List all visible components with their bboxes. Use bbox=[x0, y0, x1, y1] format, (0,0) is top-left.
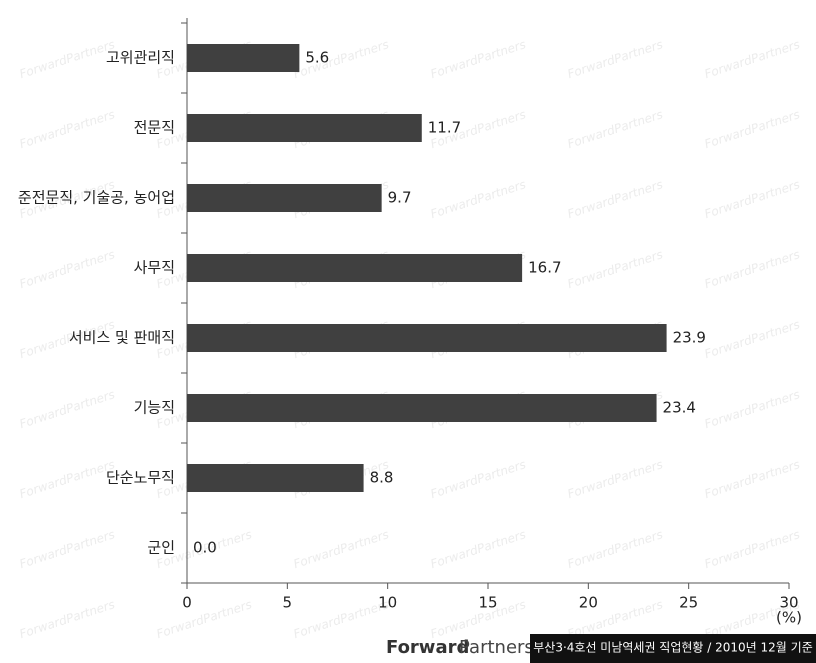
watermark: ForwardPartners bbox=[703, 247, 802, 291]
caption-box bbox=[530, 634, 816, 663]
watermark: ForwardPartners bbox=[566, 37, 665, 81]
watermark: ForwardPartners bbox=[429, 37, 528, 81]
x-tick-label: 30 bbox=[779, 594, 798, 612]
watermark: ForwardPartners bbox=[18, 527, 117, 571]
bar bbox=[187, 254, 523, 282]
watermark: ForwardPartners bbox=[566, 247, 665, 291]
watermark: ForwardPartners bbox=[429, 527, 528, 571]
watermark: ForwardPartners bbox=[703, 387, 802, 431]
y-tick-label: 기능직 bbox=[134, 399, 175, 417]
watermark: ForwardPartners bbox=[18, 37, 117, 81]
y-tick-label: 서비스 및 판매직 bbox=[69, 329, 175, 347]
value-label: 16.7 bbox=[528, 259, 561, 277]
bar bbox=[187, 324, 667, 352]
watermark: ForwardPartners bbox=[18, 387, 117, 431]
value-label: 8.8 bbox=[370, 469, 394, 487]
watermark: ForwardPartners bbox=[292, 527, 391, 571]
watermark: ForwardPartners bbox=[566, 177, 665, 221]
value-label: 11.7 bbox=[428, 119, 461, 137]
y-tick-label: 사무직 bbox=[134, 259, 175, 277]
watermark: ForwardPartners bbox=[18, 247, 117, 291]
watermark: ForwardPartners bbox=[703, 107, 802, 151]
x-tick-label: 20 bbox=[579, 594, 598, 612]
value-label: 0.0 bbox=[193, 539, 217, 557]
x-tick-label: 0 bbox=[182, 594, 192, 612]
watermark: ForwardPartners bbox=[429, 177, 528, 221]
value-label: 9.7 bbox=[388, 189, 412, 207]
bar bbox=[187, 464, 364, 492]
watermark: ForwardPartners bbox=[18, 107, 117, 151]
bar bbox=[187, 114, 422, 142]
x-tick-label: 15 bbox=[478, 594, 497, 612]
watermark: ForwardPartners bbox=[566, 107, 665, 151]
watermark: ForwardPartners bbox=[155, 597, 254, 641]
watermark: ForwardPartners bbox=[292, 597, 391, 641]
watermark: ForwardPartners bbox=[703, 457, 802, 501]
watermark: ForwardPartners bbox=[703, 177, 802, 221]
x-unit: (%) bbox=[776, 609, 802, 627]
watermark: ForwardPartners bbox=[18, 597, 117, 641]
y-tick-label: 군인 bbox=[147, 539, 175, 557]
bar bbox=[187, 44, 300, 72]
bar bbox=[187, 184, 382, 212]
watermark: ForwardPartners bbox=[18, 457, 117, 501]
value-label: 23.4 bbox=[663, 399, 696, 417]
x-tick-label: 5 bbox=[283, 594, 293, 612]
plot: 0 5 10 15 20 25 30 고위관리직 5.6 전문직 11.7 준전문직, 기술공, 농어… bbox=[18, 18, 799, 612]
watermark: ForwardPartners bbox=[703, 527, 802, 571]
y-tick-label: 준전문직, 기술공, 농어업 bbox=[18, 189, 175, 207]
brand-bold: Forward bbox=[386, 637, 469, 658]
value-label: 5.6 bbox=[305, 49, 329, 67]
watermark: ForwardPartners bbox=[566, 527, 665, 571]
watermark: ForwardPartners bbox=[703, 37, 802, 81]
x-tick-label: 25 bbox=[679, 594, 698, 612]
bar bbox=[187, 394, 657, 422]
value-label: 23.9 bbox=[673, 329, 706, 347]
y-tick-label: 단순노무직 bbox=[106, 469, 175, 487]
y-tick-label: 전문직 bbox=[134, 119, 175, 137]
caption: 부산3·4호선 미남역세권 직업현황 / 2010년 12월 기준 bbox=[533, 641, 813, 655]
watermark: ForwardPartners bbox=[566, 457, 665, 501]
brand-regular: Partners bbox=[459, 637, 534, 658]
y-tick-label: 고위관리직 bbox=[106, 49, 175, 67]
watermark: ForwardPartners bbox=[429, 457, 528, 501]
x-tick-label: 10 bbox=[378, 594, 397, 612]
watermark: ForwardPartners bbox=[703, 317, 802, 361]
